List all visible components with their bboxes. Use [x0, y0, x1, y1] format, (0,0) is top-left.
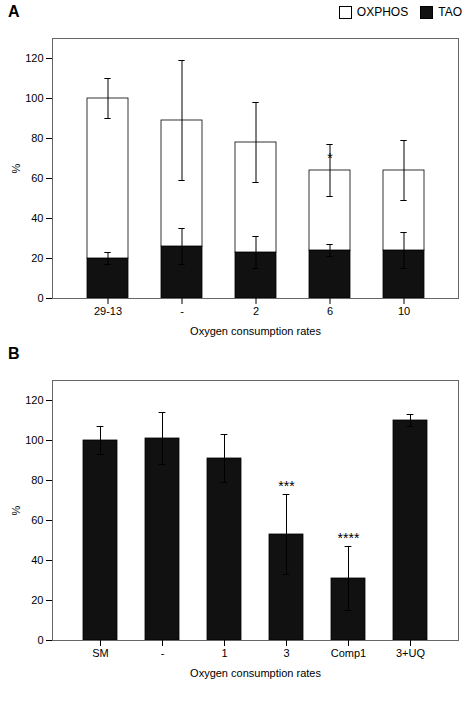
svg-text:Oxygen consumption rates: Oxygen consumption rates: [190, 325, 321, 337]
svg-text:0: 0: [37, 292, 43, 304]
svg-text:40: 40: [31, 212, 43, 224]
svg-text:80: 80: [31, 474, 43, 486]
svg-text:60: 60: [31, 514, 43, 526]
svg-text:100: 100: [25, 434, 43, 446]
svg-text:60: 60: [31, 172, 43, 184]
svg-text:*: *: [327, 150, 333, 166]
svg-text:-: -: [161, 647, 165, 659]
svg-text:100: 100: [25, 92, 43, 104]
svg-text:Comp1: Comp1: [331, 647, 366, 659]
html-text:OXPHOS: OXPHOS: [356, 5, 409, 19]
svg-text:****: ****: [338, 530, 360, 546]
svg-text:29-13: 29-13: [94, 305, 122, 317]
svg-text:3+UQ: 3+UQ: [396, 647, 425, 659]
svg-text:3: 3: [283, 647, 289, 659]
svg-text:80: 80: [31, 132, 43, 144]
svg-text:***: ***: [278, 478, 295, 494]
svg-text:1: 1: [221, 647, 227, 659]
svg-text:0: 0: [37, 634, 43, 646]
svg-text:10: 10: [398, 305, 410, 317]
svg-text:6: 6: [327, 305, 333, 317]
html-text:A: A: [8, 3, 20, 20]
svg-text:%: %: [10, 505, 22, 515]
svg-text:20: 20: [31, 594, 43, 606]
svg-text:-: -: [180, 305, 184, 317]
svg-text:120: 120: [25, 394, 43, 406]
svg-text:2: 2: [253, 305, 259, 317]
svg-text:120: 120: [25, 52, 43, 64]
html-text:B: B: [8, 345, 20, 362]
svg-text:40: 40: [31, 554, 43, 566]
svg-text:20: 20: [31, 252, 43, 264]
svg-text:%: %: [10, 163, 22, 173]
html-text:TAO: TAO: [438, 5, 462, 19]
svg-text:Oxygen consumption rates: Oxygen consumption rates: [190, 667, 321, 679]
svg-text:SM: SM: [92, 647, 109, 659]
